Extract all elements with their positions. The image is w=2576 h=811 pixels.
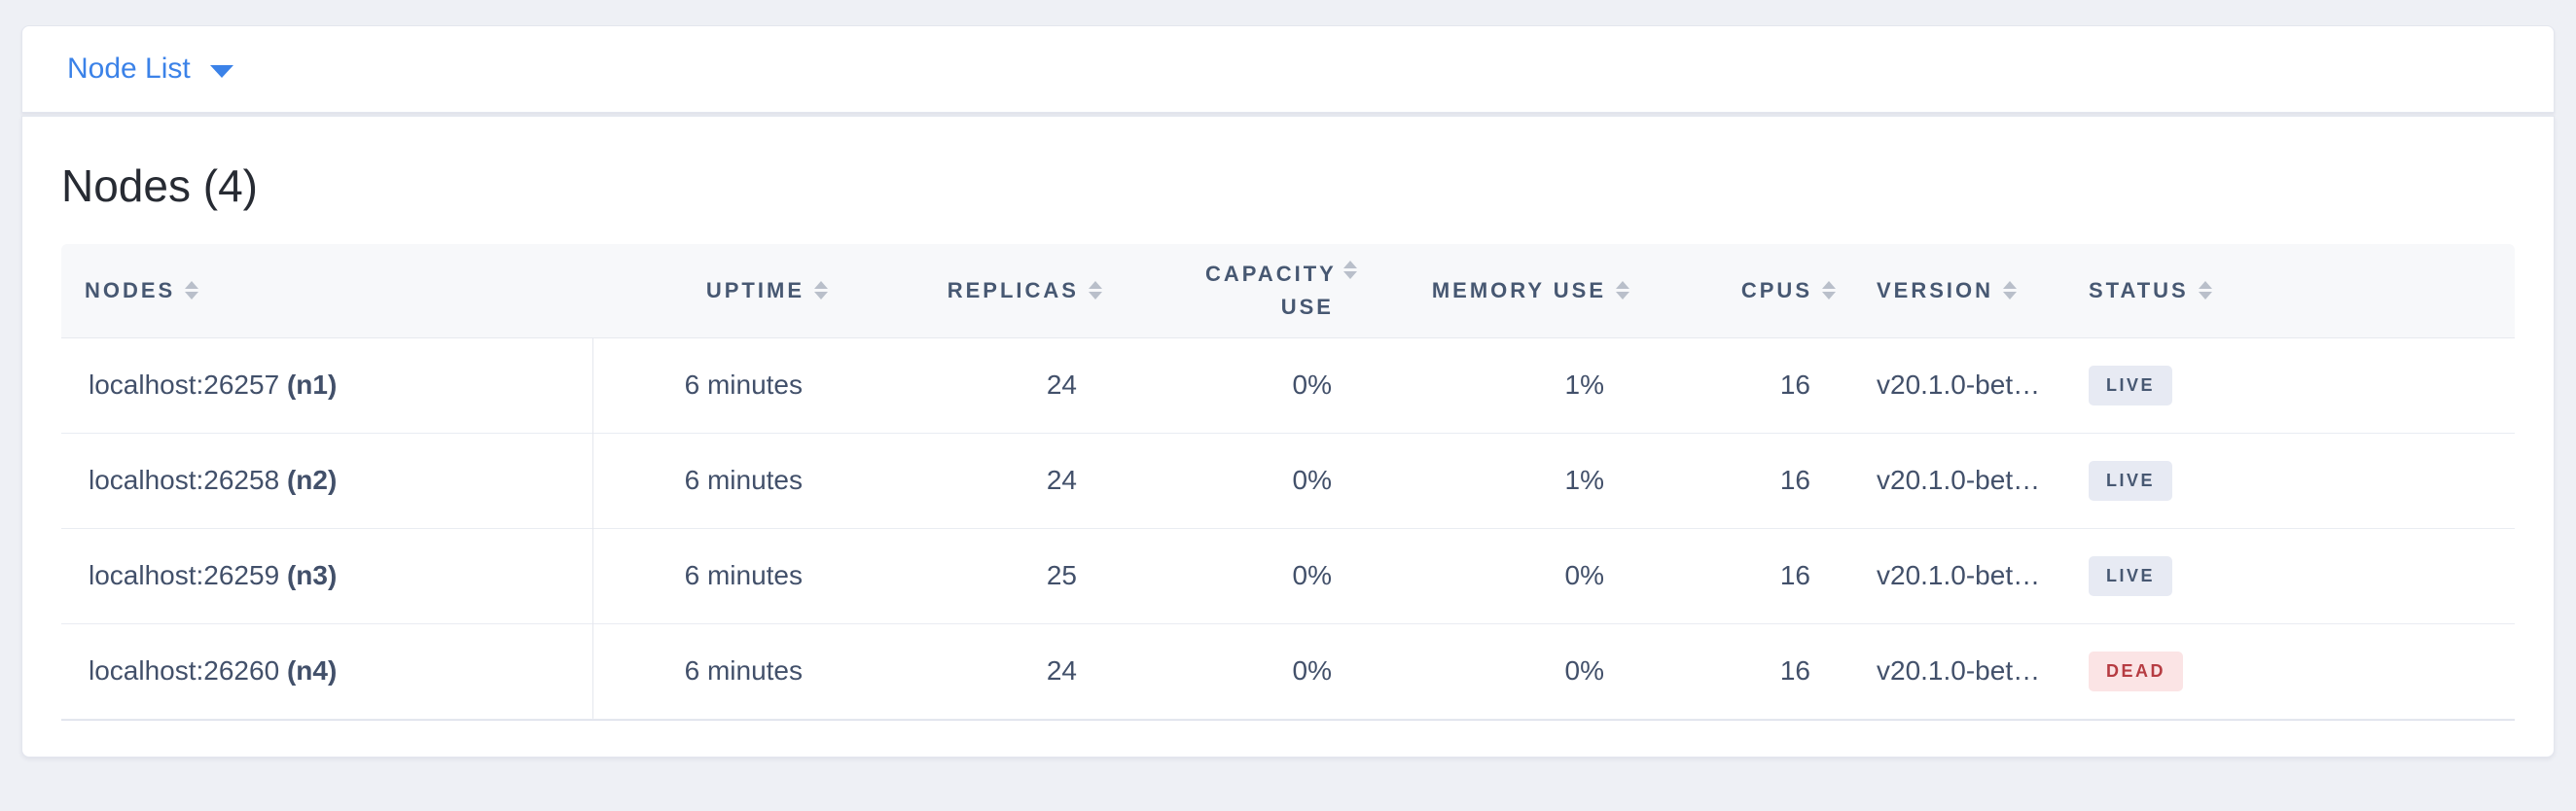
status-badge: LIVE <box>2089 365 2173 406</box>
uptime-cell: 6 minutes <box>592 622 847 720</box>
memory-use-cell: 0% <box>1377 527 1649 623</box>
sort-icon <box>2198 280 2212 300</box>
memory-use-cell: 1% <box>1377 432 1649 528</box>
view-selector-bar: Node List <box>21 25 2555 113</box>
sort-icon <box>185 280 199 300</box>
memory-use-cell: 0% <box>1377 622 1649 720</box>
chevron-down-icon <box>209 64 233 78</box>
nodes-table-wrap: NODES UPTIME REPLICAS CAPACITY USE MEMOR… <box>61 244 2515 721</box>
status-badge: LIVE <box>2089 555 2173 596</box>
node-address-cell: localhost:26259 (n3) <box>61 527 593 623</box>
table-row: localhost:26258 (n2) 6 minutes 24 0% 1% … <box>61 432 2515 528</box>
column-header-nodes[interactable]: NODES <box>61 244 592 338</box>
sort-icon <box>1616 280 1629 300</box>
version-cell: v20.1.0-bet… <box>1855 337 2067 433</box>
column-header-replicas[interactable]: REPLICAS <box>847 244 1122 338</box>
column-header-version[interactable]: VERSION <box>1855 244 2067 338</box>
status-badge: LIVE <box>2089 460 2173 501</box>
node-id: (n1) <box>286 370 338 400</box>
table-row: localhost:26259 (n3) 6 minutes 25 0% 0% … <box>61 527 2515 623</box>
version-cell: v20.1.0-bet… <box>1855 527 2067 623</box>
cpus-cell: 16 <box>1649 432 1855 528</box>
uptime-cell: 6 minutes <box>592 527 847 623</box>
nodes-table: NODES UPTIME REPLICAS CAPACITY USE MEMOR… <box>61 244 2515 720</box>
uptime-cell: 6 minutes <box>592 337 847 433</box>
node-address-cell: localhost:26258 (n2) <box>61 432 593 528</box>
sort-icon <box>2003 280 2018 300</box>
cpus-cell: 16 <box>1649 337 1855 433</box>
replicas-cell: 24 <box>847 432 1122 528</box>
cpus-cell: 16 <box>1649 622 1855 720</box>
version-cell: v20.1.0-bet… <box>1855 622 2067 720</box>
replicas-cell: 25 <box>847 527 1122 623</box>
view-dropdown[interactable]: Node List <box>67 53 233 86</box>
column-header-cpus[interactable]: CPUS <box>1649 244 1855 338</box>
page-title: Nodes (4) <box>61 160 258 211</box>
node-address-cell: localhost:26260 (n4) <box>61 622 593 720</box>
status-cell: LIVE <box>2067 337 2515 433</box>
status-cell: DEAD <box>2067 622 2515 720</box>
sort-icon <box>814 280 828 300</box>
node-id: (n3) <box>286 560 338 590</box>
sort-icon <box>1089 280 1102 300</box>
memory-use-cell: 1% <box>1377 337 1649 433</box>
column-header-memory-use[interactable]: MEMORY USE <box>1377 244 1649 338</box>
node-id: (n2) <box>286 465 338 495</box>
nodes-card: Nodes (4) NODES UPTIME REPLICAS <box>21 116 2555 758</box>
table-row: localhost:26257 (n1) 6 minutes 24 0% 1% … <box>61 337 2515 433</box>
status-badge: DEAD <box>2089 651 2184 691</box>
replicas-cell: 24 <box>847 337 1122 433</box>
sort-icon <box>1343 260 1357 279</box>
node-address-cell: localhost:26257 (n1) <box>61 337 593 433</box>
view-dropdown-label: Node List <box>67 53 191 85</box>
version-cell: v20.1.0-bet… <box>1855 432 2067 528</box>
capacity-use-cell: 0% <box>1122 432 1377 528</box>
node-id: (n4) <box>286 655 338 686</box>
column-header-capacity-use[interactable]: CAPACITY USE <box>1122 244 1377 338</box>
uptime-cell: 6 minutes <box>592 432 847 528</box>
capacity-use-cell: 0% <box>1122 527 1377 623</box>
column-header-uptime[interactable]: UPTIME <box>592 244 847 338</box>
replicas-cell: 24 <box>847 622 1122 720</box>
status-cell: LIVE <box>2067 527 2515 623</box>
capacity-use-cell: 0% <box>1122 337 1377 433</box>
table-row: localhost:26260 (n4) 6 minutes 24 0% 0% … <box>61 622 2515 720</box>
sort-icon <box>1822 280 1836 300</box>
capacity-use-cell: 0% <box>1122 622 1377 720</box>
column-header-status[interactable]: STATUS <box>2067 244 2515 338</box>
cpus-cell: 16 <box>1649 527 1855 623</box>
table-header-row: NODES UPTIME REPLICAS CAPACITY USE MEMOR… <box>61 244 2515 338</box>
status-cell: LIVE <box>2067 432 2515 528</box>
